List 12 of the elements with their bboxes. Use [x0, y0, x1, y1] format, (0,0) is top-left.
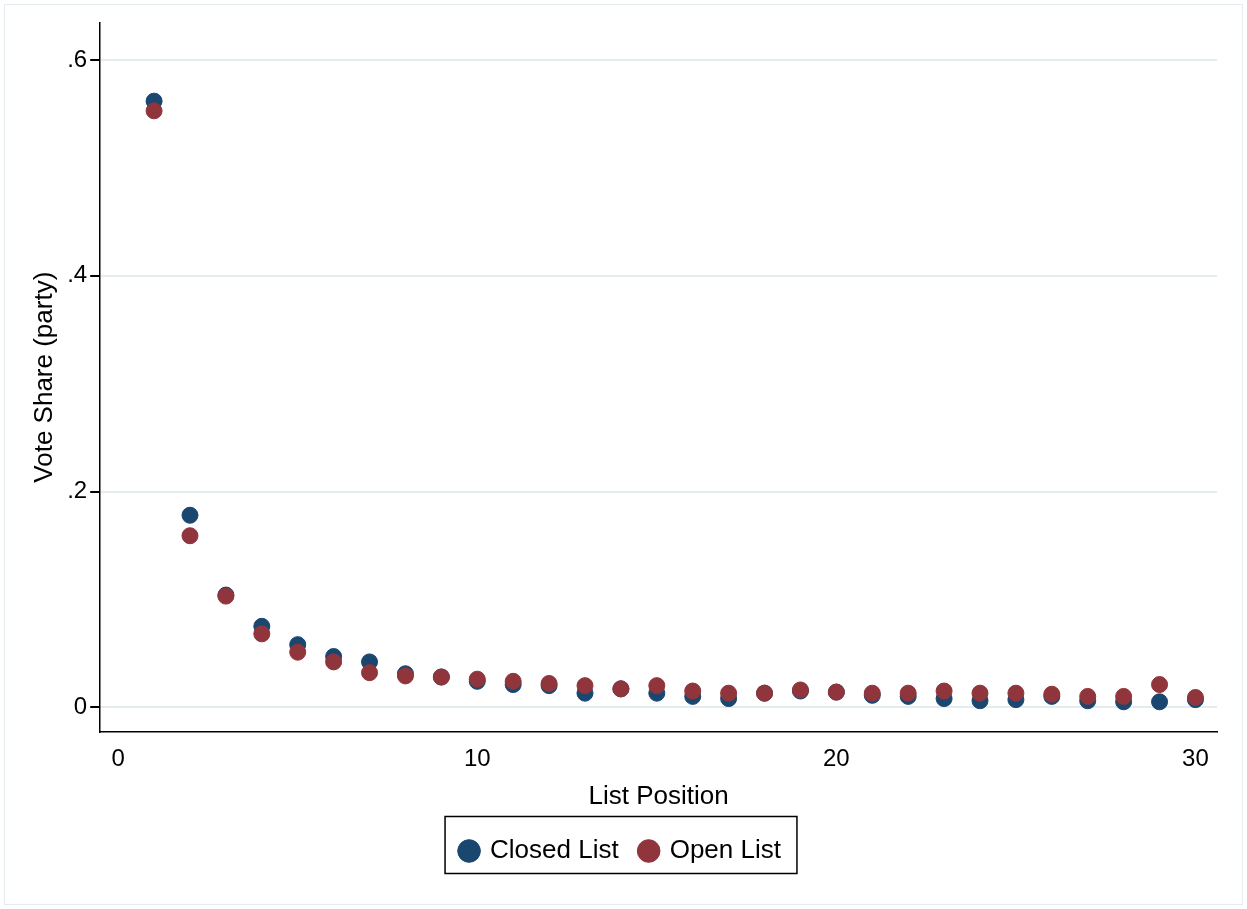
x-tick-label: 30 — [1182, 744, 1209, 772]
y-tick-label: .2 — [67, 476, 88, 504]
legend-label: Closed List — [490, 834, 620, 865]
y-tick-label: .4 — [67, 260, 88, 288]
x-axis-title: List Position — [588, 779, 729, 810]
y-tick-label: .6 — [67, 44, 88, 72]
x-tick-label: 20 — [823, 744, 850, 772]
y-axis-title: Vote Share (party) — [27, 271, 58, 483]
y-tick-label: 0 — [73, 691, 88, 719]
legend-label: Open List — [669, 834, 782, 865]
x-tick-label: 0 — [111, 744, 125, 772]
x-tick-label: 10 — [463, 744, 491, 772]
